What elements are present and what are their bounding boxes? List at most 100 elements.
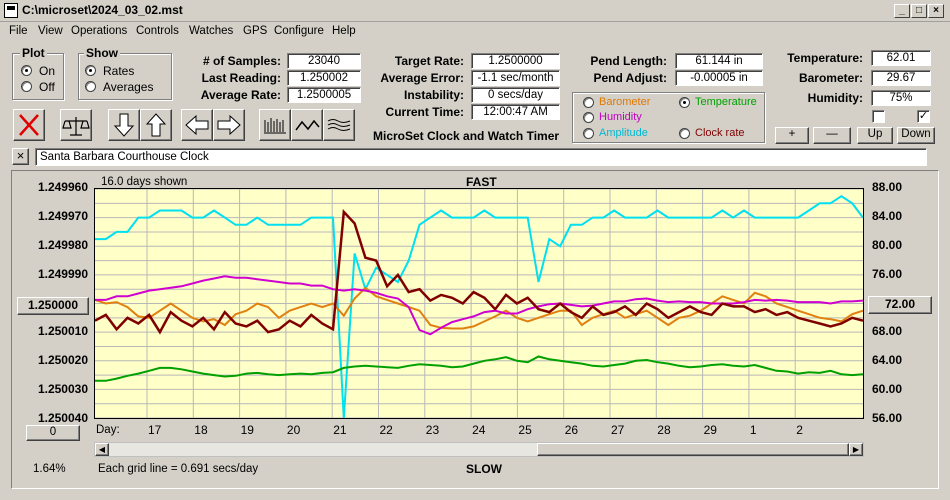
- samples-label: # of Samples:: [202, 54, 281, 68]
- checkbox-1[interactable]: [872, 110, 885, 123]
- x-tick: 17: [148, 423, 162, 437]
- percent-label: 1.64%: [33, 463, 66, 475]
- menu-bar: File View Operations Controls Watches GP…: [0, 22, 950, 42]
- days-shown-label: 16.0 days shown: [101, 176, 188, 188]
- average-rate-field: 1.2500005: [287, 87, 361, 103]
- plot-group-title: Plot: [20, 46, 47, 60]
- series-line-0: [95, 195, 863, 418]
- show-averages-label: Averages: [103, 80, 154, 94]
- wave-view-button[interactable]: [291, 109, 323, 141]
- show-rates-radio[interactable]: [85, 65, 96, 76]
- humidity-radio[interactable]: [583, 112, 594, 123]
- show-averages-radio[interactable]: [85, 81, 96, 92]
- average-error-field: -1.1 sec/month: [471, 70, 560, 86]
- humidity-option-label: Humidity: [599, 111, 642, 123]
- smooth-lines-icon: [327, 119, 351, 131]
- bar-graph-icon: [264, 118, 286, 134]
- x-tick: 21: [333, 423, 347, 437]
- x-tick: 18: [194, 423, 208, 437]
- barometer-field: 29.67: [871, 70, 931, 86]
- center-value-button[interactable]: 1.250000: [17, 297, 89, 315]
- last-reading-label: Last Reading:: [201, 71, 281, 85]
- up-arrow-button[interactable]: [140, 109, 172, 141]
- menu-file[interactable]: File: [9, 25, 28, 37]
- clock-rate-option-label: Clock rate: [695, 127, 745, 139]
- x-tick: 26: [564, 423, 579, 437]
- y-left-tick: 1.250030: [37, 382, 88, 397]
- menu-help[interactable]: Help: [332, 25, 356, 37]
- pend-length-label: Pend Length:: [590, 54, 667, 68]
- menu-operations[interactable]: Operations: [71, 25, 128, 37]
- scroll-thumb[interactable]: [537, 443, 849, 456]
- grid-line-note: Each grid line = 0.691 secs/day: [98, 463, 259, 475]
- average-error-label: Average Error:: [380, 71, 464, 85]
- horizontal-scrollbar[interactable]: ◀ ▶: [94, 442, 864, 457]
- right-arrow-button[interactable]: [213, 109, 245, 141]
- y-right-tick: 56.00: [872, 411, 903, 425]
- scale-minus-button[interactable]: —: [813, 127, 851, 144]
- maximize-button[interactable]: □: [911, 4, 927, 18]
- x-tick: 2: [796, 423, 803, 437]
- plot-off-label: Off: [39, 80, 55, 94]
- right-center-button[interactable]: 72.00: [868, 296, 932, 314]
- scale-plus-button[interactable]: +: [775, 127, 809, 144]
- pend-adjust-field: -0.00005 in: [675, 70, 763, 86]
- clear-button[interactable]: [13, 109, 45, 141]
- x-tick: 1: [749, 423, 757, 437]
- y-left-tick: 1.250020: [37, 353, 88, 368]
- down-arrow-button[interactable]: [108, 109, 140, 141]
- show-group-title: Show: [84, 46, 120, 60]
- series-line-4: [95, 209, 863, 335]
- humidity-label: Humidity:: [807, 91, 863, 105]
- temperature-radio[interactable]: [679, 97, 690, 108]
- barometer-radio[interactable]: [583, 97, 594, 108]
- plot-off-radio[interactable]: [21, 81, 32, 92]
- title-bar: C:\microset\2024_03_02.mst _ □ ×: [0, 0, 950, 22]
- left-arrow-button[interactable]: [181, 109, 213, 141]
- menu-configure[interactable]: Configure: [274, 25, 324, 37]
- series-line-1: [95, 355, 863, 382]
- right-axis-group: [572, 92, 765, 143]
- scale-down-button[interactable]: Down: [897, 127, 935, 144]
- x-tick: 23: [425, 423, 440, 437]
- menu-controls[interactable]: Controls: [136, 25, 179, 37]
- y-right-tick: 76.00: [872, 266, 903, 281]
- clock-name-field[interactable]: Santa Barbara Courthouse Clock: [35, 148, 927, 166]
- y-left-tick: 1.249960: [37, 180, 88, 194]
- temperature-option-label: Temperature: [695, 96, 757, 108]
- menu-gps[interactable]: GPS: [243, 25, 268, 37]
- x-tick: 20: [286, 423, 301, 437]
- close-window-button[interactable]: ×: [928, 4, 944, 18]
- barometer-label: Barometer:: [798, 71, 863, 85]
- barometer-option-label: Barometer: [599, 96, 651, 108]
- minimize-button[interactable]: _: [894, 4, 910, 18]
- checkbox-2[interactable]: ✓: [917, 110, 930, 123]
- y-left-tick: 1.249970: [37, 208, 88, 223]
- y-right-tick: 64.00: [872, 353, 903, 368]
- remove-clock-button[interactable]: ×: [12, 148, 29, 165]
- scale-up-button[interactable]: Up: [857, 127, 893, 144]
- scroll-right-arrow-icon[interactable]: ▶: [849, 443, 863, 456]
- clock-rate-radio[interactable]: [679, 128, 690, 139]
- plot-on-radio[interactable]: [21, 65, 32, 76]
- scroll-left-arrow-icon[interactable]: ◀: [95, 443, 109, 456]
- x-tick: 28: [657, 423, 671, 437]
- bars-view-button[interactable]: [259, 109, 291, 141]
- target-rate-label: Target Rate:: [394, 54, 464, 68]
- current-time-field: 12:00:47 AM: [471, 104, 560, 120]
- y-right-tick: 60.00: [872, 382, 903, 397]
- series-line-3: [95, 275, 863, 336]
- balance-button[interactable]: [60, 109, 92, 141]
- average-rate-label: Average Rate:: [200, 88, 281, 102]
- clear-x-icon: [19, 114, 39, 136]
- menu-watches[interactable]: Watches: [189, 25, 234, 37]
- temperature-field: 62.01: [871, 50, 931, 66]
- balance-scale-icon: [62, 117, 90, 136]
- pend-adjust-label: Pend Adjust:: [593, 71, 667, 85]
- menu-view[interactable]: View: [38, 25, 63, 37]
- zero-button[interactable]: 0: [26, 425, 80, 441]
- smooth-view-button[interactable]: [323, 109, 355, 141]
- show-group: [78, 53, 172, 100]
- amplitude-radio[interactable]: [583, 128, 594, 139]
- arrow-down-icon: [113, 113, 135, 137]
